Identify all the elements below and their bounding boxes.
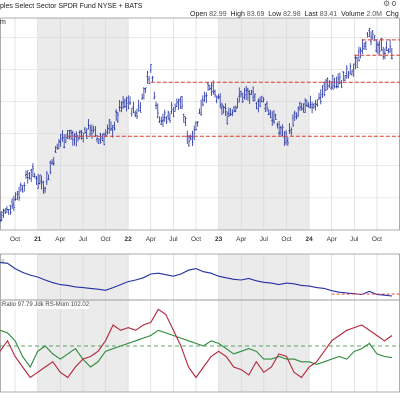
- price-bars: [0, 27, 393, 223]
- x-tick-label: 24: [305, 236, 313, 243]
- period-label: m: [0, 19, 6, 26]
- exchange-label: NYSE + BATS: [97, 3, 143, 10]
- top-right-fragment: 0: [392, 1, 396, 8]
- x-tick-label: Jul: [169, 236, 178, 243]
- indicator-label: Ratio 97.79 Jdk RS-Mom 102.02: [2, 302, 90, 309]
- panel-menu-icon[interactable]: ≡: [1, 259, 5, 265]
- x-tick-label: Jul: [79, 236, 88, 243]
- chg-label: Chg: [385, 11, 399, 18]
- low-label: Low: [268, 11, 282, 18]
- x-tick-label: Apr: [55, 236, 66, 243]
- x-tick-label: 23: [215, 236, 223, 243]
- high-label: High: [230, 11, 245, 18]
- x-tick-label: Apr: [146, 236, 157, 243]
- x-tick-label: Oct: [372, 236, 382, 243]
- x-tick-label: Oct: [281, 236, 291, 243]
- x-tick-label: Oct: [100, 236, 110, 243]
- x-tick-label: 22: [125, 236, 133, 243]
- open-value: 82.99: [209, 11, 227, 18]
- x-tick-label: Jul: [350, 236, 359, 243]
- fund-name: ples Select Sector SPDR Fund: [0, 3, 96, 10]
- low-value: 82.98: [283, 11, 301, 18]
- x-tick-label: Oct: [191, 236, 201, 243]
- open-label: Open: [190, 11, 208, 18]
- x-tick-label: Oct: [10, 236, 20, 243]
- rs-ratio-line: [0, 329, 393, 369]
- x-tick-label: Apr: [327, 236, 338, 243]
- ohlc-readout: Open 82.99 High 83.69 Low 82.98 Last 83.…: [190, 11, 400, 19]
- last-label: Last: [304, 11, 318, 18]
- gear-icon[interactable]: ⚙: [383, 0, 391, 8]
- x-tick-label: Apr: [236, 236, 247, 243]
- relative-strength-line: [0, 262, 393, 297]
- x-tick-label: Jul: [260, 236, 269, 243]
- rs-momentum-line: [0, 308, 393, 379]
- fund-title: ples Select Sector SPDR Fund NYSE + BATS: [0, 3, 142, 11]
- high-value: 83.69: [246, 11, 265, 18]
- volume-label: Volume: [341, 11, 365, 18]
- last-value: 83.41: [319, 11, 338, 18]
- x-tick-label: 21: [34, 236, 42, 243]
- volume-value: 2.0M: [366, 11, 382, 18]
